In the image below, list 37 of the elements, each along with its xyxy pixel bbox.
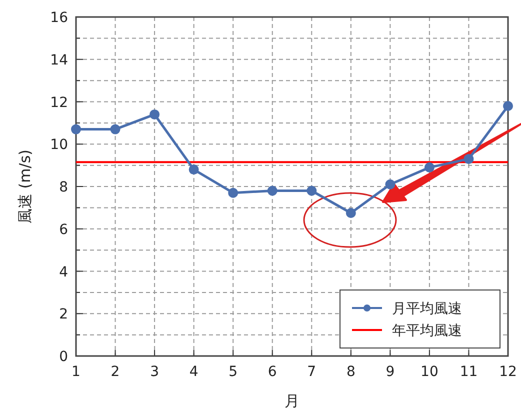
x-tick-label: 4 [189,364,198,380]
y-tick-label: 10 [50,137,68,154]
point [464,154,474,164]
y-tick-label: 0 [59,349,68,365]
x-tick-label: 1 [72,364,80,380]
point [267,186,278,196]
y-axis-title: 風速 (m/s) [16,150,34,224]
x-tick-label: 6 [268,364,277,380]
y-tick-label: 14 [50,52,68,68]
x-tick-label: 11 [460,364,478,380]
y-tick-label: 6 [59,222,68,238]
y-tick-label: 16 [50,10,68,26]
x-tick-label: 7 [307,364,316,380]
point [385,179,396,190]
point [306,186,317,196]
x-axis-title: 月 [284,392,300,410]
x-tick-label: 10 [420,364,438,380]
point [503,100,513,111]
point [188,164,199,175]
legend-label: 年平均風速 [392,323,462,339]
x-tick-label: 12 [499,364,517,380]
y-tick-label: 2 [59,306,68,323]
x-tick-label: 9 [386,364,395,380]
y-tick-label: 4 [59,264,68,280]
point [71,124,81,134]
point [346,208,356,218]
x-tick-label: 5 [228,364,238,380]
y-tick-label: 12 [50,94,68,111]
point [424,162,434,172]
point [228,188,238,198]
point [150,109,160,120]
legend-label: 月平均風速 [392,301,462,317]
point [110,124,120,134]
y-tick-label: 8 [59,180,68,196]
x-tick-label: 8 [346,364,356,380]
x-tick-label: 2 [110,364,120,380]
x-tick-label: 3 [150,364,160,380]
